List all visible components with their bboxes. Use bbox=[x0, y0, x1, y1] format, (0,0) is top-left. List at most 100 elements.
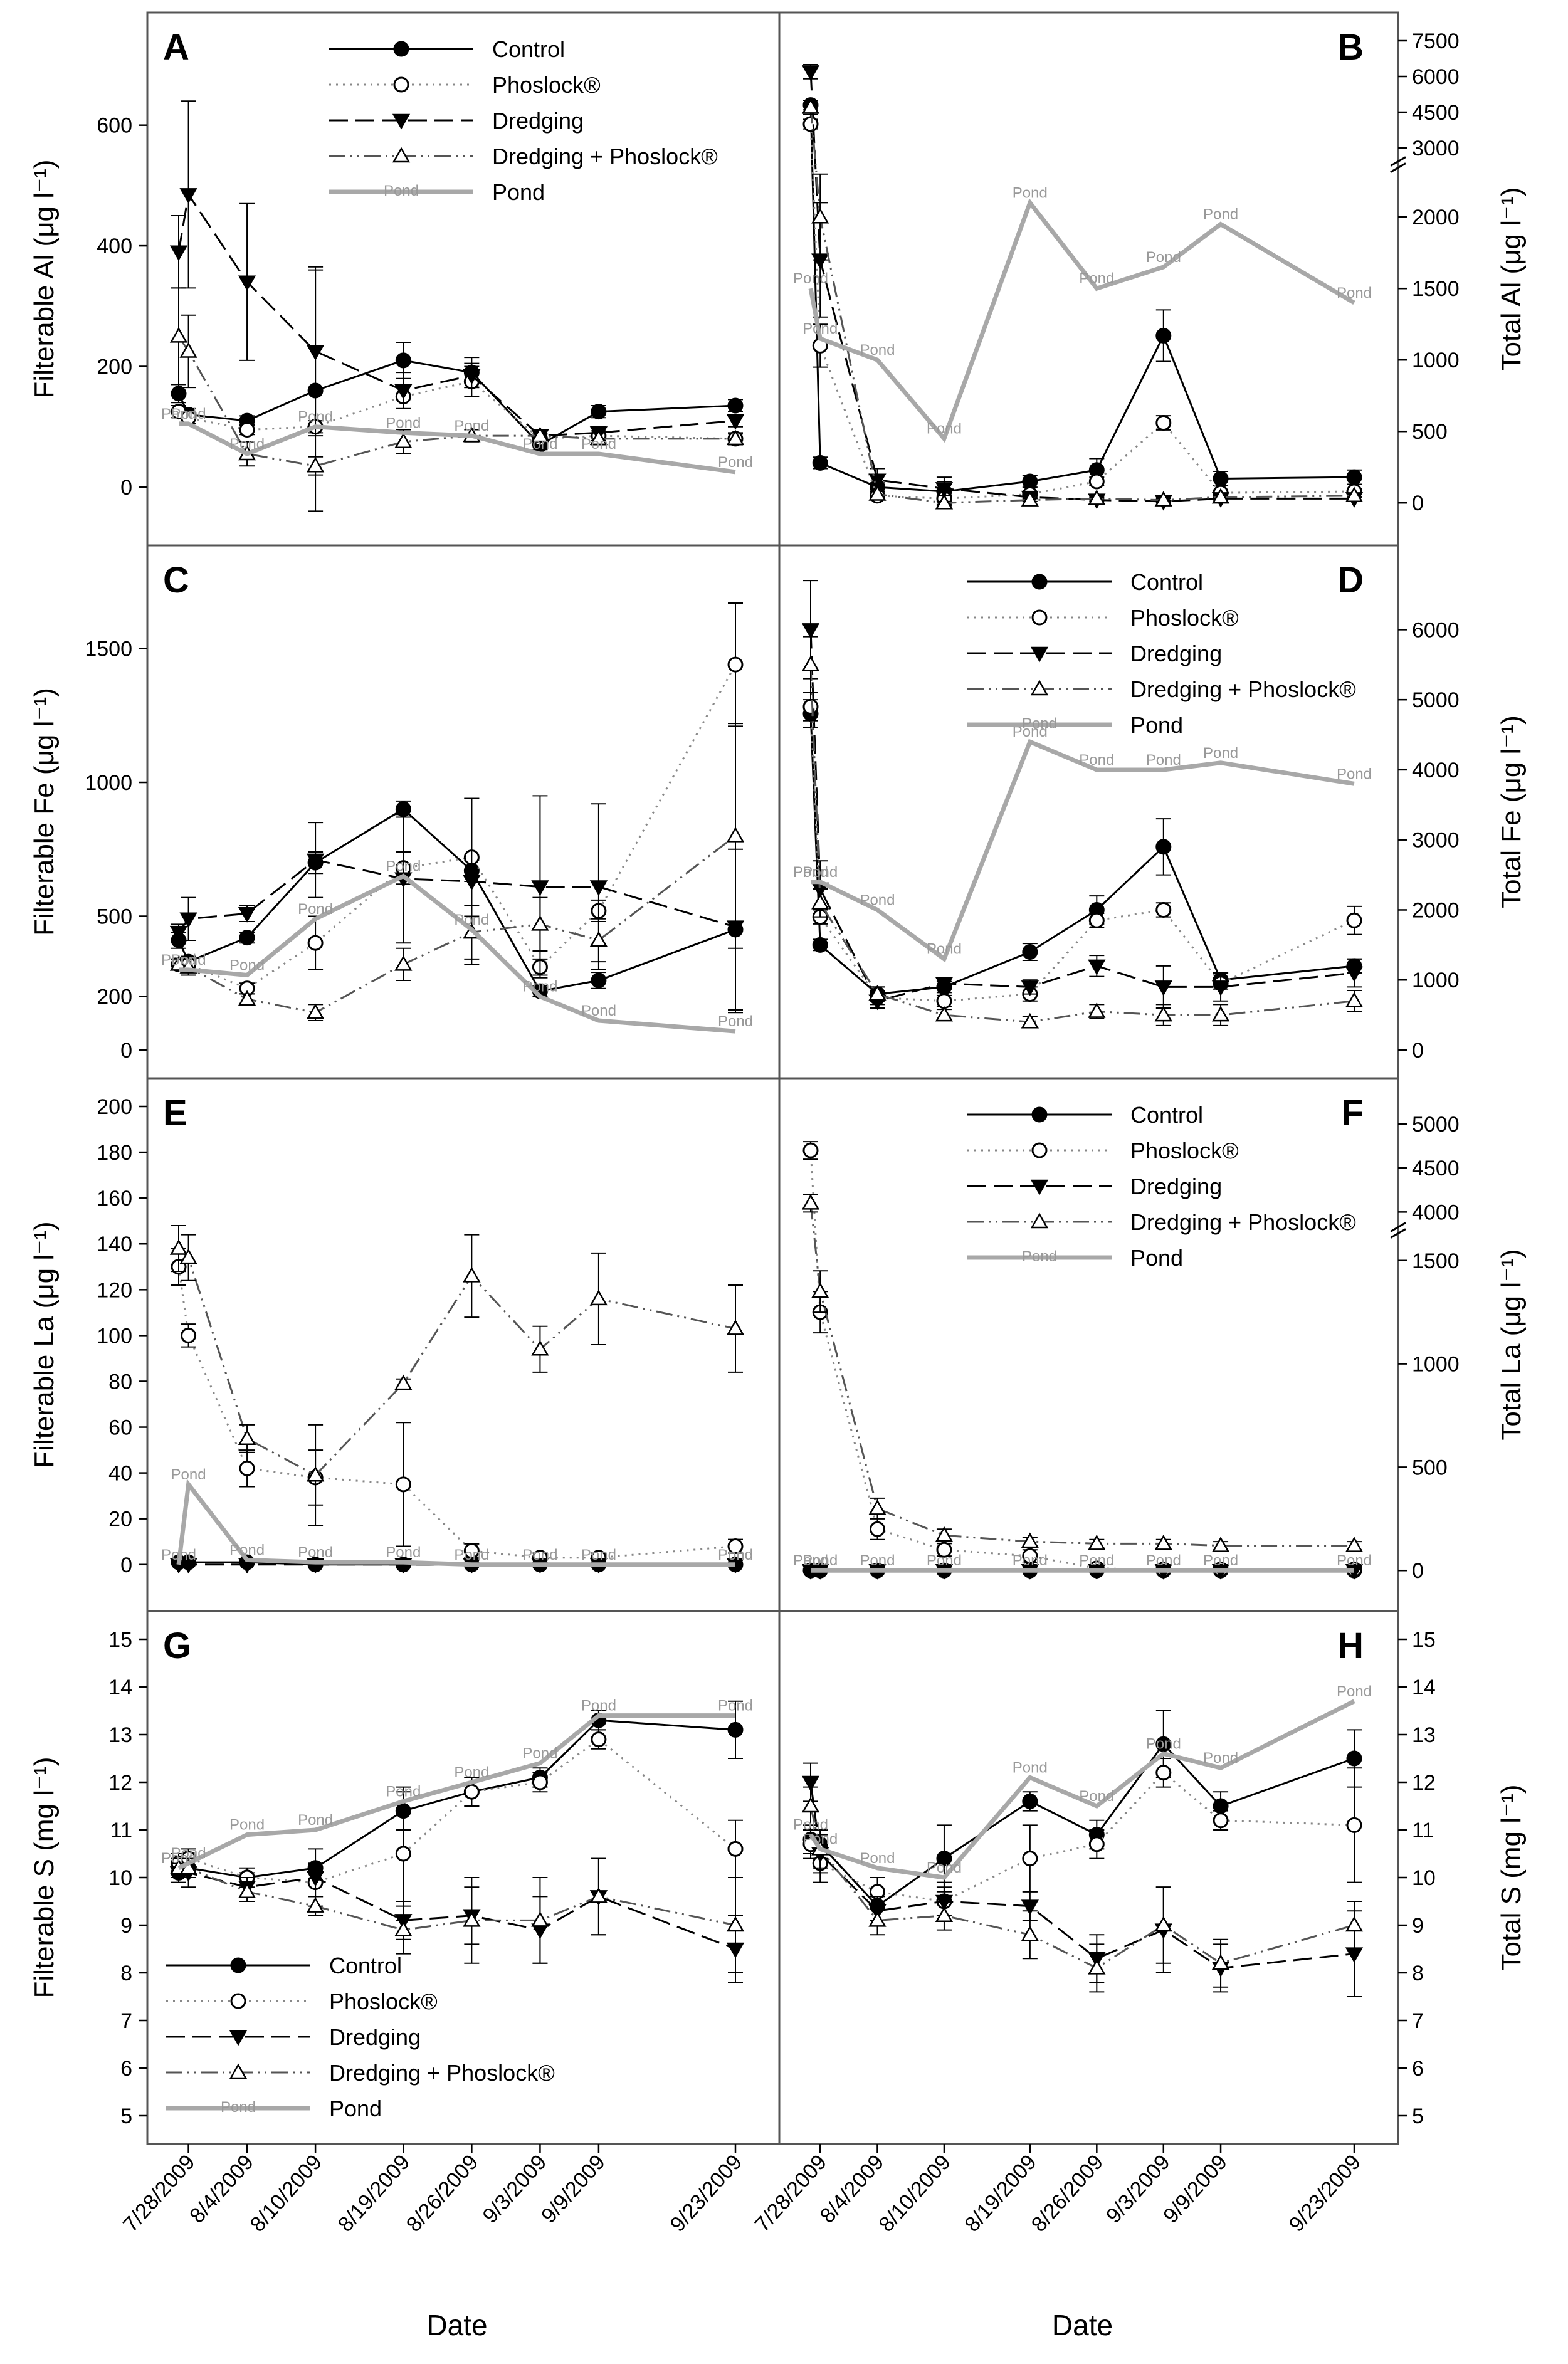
y-tick-label: 14 bbox=[1412, 1676, 1436, 1699]
y-tick-label: 0 bbox=[120, 1553, 132, 1577]
series-line bbox=[809, 1203, 1354, 1547]
y-tick-label: 8 bbox=[1412, 1962, 1424, 1985]
pond-point-label: Pond bbox=[1146, 752, 1181, 769]
y-tick-label: 1000 bbox=[1412, 349, 1460, 372]
pond-point-label: Pond bbox=[802, 320, 838, 337]
pond-point-label: Pond bbox=[386, 858, 421, 875]
data-point bbox=[392, 113, 411, 130]
series-dredging-phoslock- bbox=[801, 636, 1364, 1029]
data-point bbox=[463, 1911, 481, 1927]
legend-label: Control bbox=[492, 36, 565, 62]
data-point bbox=[1022, 1851, 1038, 1867]
y-tick-label: 2000 bbox=[1412, 898, 1460, 922]
pond-point-label: Pond bbox=[171, 406, 206, 423]
data-point bbox=[238, 275, 256, 292]
pond-point-label: Pond bbox=[802, 864, 838, 881]
data-point bbox=[1345, 992, 1364, 1008]
data-point bbox=[726, 414, 745, 430]
pond-point-label: Pond bbox=[171, 1845, 206, 1862]
y-tick-label: 200 bbox=[97, 985, 132, 1009]
y-tick-label: 6 bbox=[1412, 2057, 1424, 2081]
pond-point-label: Pond bbox=[718, 1547, 753, 1563]
data-point bbox=[229, 2030, 248, 2046]
series-control bbox=[171, 1700, 744, 1886]
pond-point-label: Pond bbox=[454, 418, 489, 434]
series-line bbox=[809, 105, 1355, 493]
pond-point-label: Pond bbox=[229, 1817, 265, 1834]
series-line bbox=[809, 1782, 1355, 1969]
data-point bbox=[179, 342, 197, 358]
pond-point-label: Pond bbox=[860, 1850, 895, 1867]
legend-label: Pond bbox=[1130, 1245, 1183, 1271]
legend-label: Dredging bbox=[1130, 1174, 1222, 1199]
data-point bbox=[393, 41, 409, 57]
y-tick-label: 7 bbox=[120, 2009, 132, 2033]
pond-point-label: Pond bbox=[1079, 1552, 1114, 1569]
data-point bbox=[394, 955, 413, 971]
data-point bbox=[1088, 959, 1106, 975]
data-point bbox=[1031, 609, 1048, 626]
pond-point-label: Pond bbox=[927, 1552, 962, 1569]
data-point bbox=[463, 369, 481, 385]
y-tick-label: 0 bbox=[120, 1039, 132, 1063]
data-point bbox=[1021, 980, 1039, 996]
data-point bbox=[935, 493, 954, 510]
y-tick-label: 1000 bbox=[85, 771, 132, 795]
data-point bbox=[868, 485, 887, 501]
y-tick-label: 9 bbox=[1412, 1914, 1424, 1938]
legend-label: Pond bbox=[329, 2096, 382, 2121]
y-axis-label: Total Al (μg l⁻¹) bbox=[1496, 187, 1527, 370]
series-line bbox=[179, 873, 736, 1034]
data-point bbox=[801, 1194, 820, 1210]
y-tick-label: 5 bbox=[120, 2104, 132, 2128]
data-point bbox=[935, 1006, 954, 1022]
pond-point-label: Pond bbox=[229, 1542, 265, 1558]
pond-point-label: Pond bbox=[1337, 1552, 1372, 1569]
data-point bbox=[801, 623, 820, 639]
panel-letter: G bbox=[163, 1626, 191, 1666]
pond-point-label: Pond bbox=[927, 421, 962, 438]
data-point bbox=[169, 1239, 188, 1255]
data-point bbox=[306, 853, 325, 869]
pond-point-label: Pond bbox=[298, 409, 333, 426]
pond-point-label: Pond bbox=[386, 1544, 421, 1561]
data-point bbox=[1345, 1537, 1364, 1552]
y-tick-label: 3000 bbox=[1412, 829, 1460, 853]
series-phoslock- bbox=[802, 116, 1362, 507]
x-axis-label: Date bbox=[426, 2309, 487, 2341]
data-point bbox=[532, 1774, 548, 1790]
data-point bbox=[394, 1921, 413, 1936]
y-tick-label: 4500 bbox=[1412, 1157, 1460, 1180]
y-tick-label: 5000 bbox=[1412, 1113, 1460, 1137]
data-point bbox=[1088, 489, 1106, 505]
pond-point-label: Pond bbox=[1013, 184, 1048, 201]
data-point bbox=[395, 1476, 411, 1493]
x-tick-label: 8/19/2009 bbox=[334, 2150, 414, 2237]
data-point bbox=[1088, 1836, 1105, 1852]
axis-break-mark bbox=[1390, 156, 1406, 167]
series-line bbox=[809, 707, 1355, 1002]
data-point bbox=[239, 1460, 255, 1476]
data-point bbox=[1088, 1002, 1106, 1018]
legend-label: Dredging + Phoslock® bbox=[329, 2060, 555, 2086]
y-tick-label: 13 bbox=[1412, 1723, 1436, 1747]
series-dredging-phoslock- bbox=[169, 287, 745, 476]
legend-label: Phoslock® bbox=[329, 1988, 438, 2014]
data-point bbox=[171, 386, 187, 402]
x-tick-label: 8/10/2009 bbox=[874, 2150, 955, 2237]
pond-point-label: Pond bbox=[581, 1002, 616, 1019]
data-point bbox=[306, 1897, 325, 1913]
data-point bbox=[1088, 912, 1105, 928]
pond-point-label: Pond bbox=[298, 1812, 333, 1829]
panel-letter: E bbox=[163, 1093, 187, 1133]
series-line bbox=[177, 192, 736, 437]
pond-point-label: Pond bbox=[221, 2099, 256, 2116]
pond-point-label: Pond bbox=[229, 436, 265, 453]
y-tick-label: 1000 bbox=[1412, 1353, 1460, 1377]
data-point bbox=[463, 1543, 480, 1559]
legend: Control Phoslock® Dredging Dredging + Phosl… bbox=[967, 1102, 1356, 1271]
data-point bbox=[306, 456, 325, 473]
pond-point-label: Pond bbox=[581, 1547, 616, 1563]
